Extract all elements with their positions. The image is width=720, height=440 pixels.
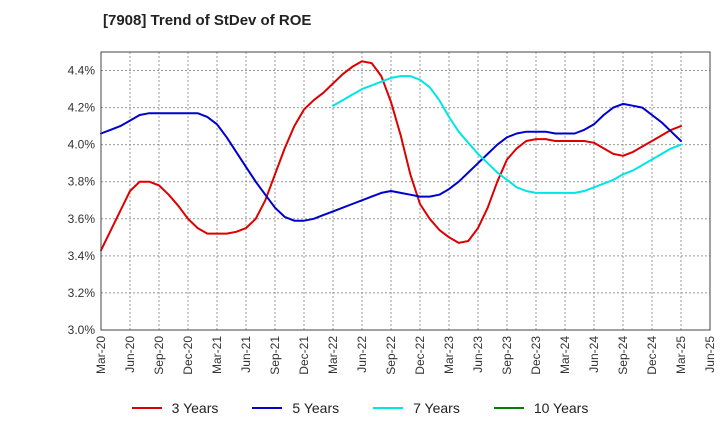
series-line-5-years [100, 102, 682, 222]
x-tick-label: Mar-24 [558, 336, 572, 374]
y-tick-label: 4.2% [68, 101, 96, 115]
x-tick-label: Jun-23 [471, 336, 485, 373]
x-tick-label: Mar-23 [442, 336, 456, 374]
x-tick-label: Dec-21 [297, 336, 311, 375]
x-tick-label: Dec-23 [529, 336, 543, 375]
chart-title: [7908] Trend of StDev of ROE [103, 12, 312, 29]
y-tick-label: 4.4% [68, 64, 96, 78]
legend-item-7-years: 7 Years [373, 400, 460, 416]
legend-swatch [252, 407, 283, 409]
legend-item-3-years: 3 Years [131, 400, 219, 416]
x-tick-label: Mar-22 [326, 336, 340, 374]
legend-item-5-years: 5 Years [252, 400, 339, 416]
legend-swatch [373, 407, 404, 409]
legend-label: 5 Years [292, 400, 340, 416]
x-tick-label: Jun-22 [355, 336, 369, 373]
x-tick-label: Sep-20 [152, 336, 166, 375]
series-line-7-years [332, 75, 682, 194]
legend-item-10-years: 10 Years [493, 400, 589, 416]
legend-label: 7 Years [413, 400, 460, 416]
y-tick-label: 3.0% [68, 323, 96, 337]
legend-label: 10 Years [533, 400, 589, 416]
x-tick-label: Sep-24 [616, 336, 630, 375]
legend-label: 3 Years [171, 400, 219, 416]
y-tick-label: 3.4% [68, 249, 96, 263]
y-tick-label: 4.0% [68, 138, 96, 152]
x-tick-label: Sep-22 [384, 336, 398, 375]
plot-frame [100, 51, 711, 331]
x-tick-label: Sep-23 [500, 336, 514, 375]
y-tick-label: 3.2% [68, 286, 96, 300]
x-tick-label: Mar-20 [94, 336, 108, 374]
x-tick-label: Dec-22 [413, 336, 427, 375]
legend-swatch [493, 407, 524, 409]
x-tick-label: Jun-21 [239, 336, 253, 373]
x-tick-label: Mar-25 [674, 336, 688, 374]
x-tick-label: Jun-25 [703, 336, 717, 373]
x-tick-label: Sep-21 [268, 336, 282, 375]
series-line-3-years [100, 60, 682, 252]
x-tick-label: Jun-20 [123, 336, 137, 373]
x-tick-label: Dec-24 [645, 336, 659, 375]
x-tick-label: Mar-21 [210, 336, 224, 374]
x-tick-label: Jun-24 [587, 336, 601, 373]
y-tick-label: 3.6% [68, 212, 96, 226]
chart-legend: 3 Years 5 Years 7 Years 10 Years [0, 400, 720, 416]
legend-swatch [131, 407, 162, 409]
y-tick-label: 3.8% [68, 175, 96, 189]
x-tick-label: Dec-20 [181, 336, 195, 375]
